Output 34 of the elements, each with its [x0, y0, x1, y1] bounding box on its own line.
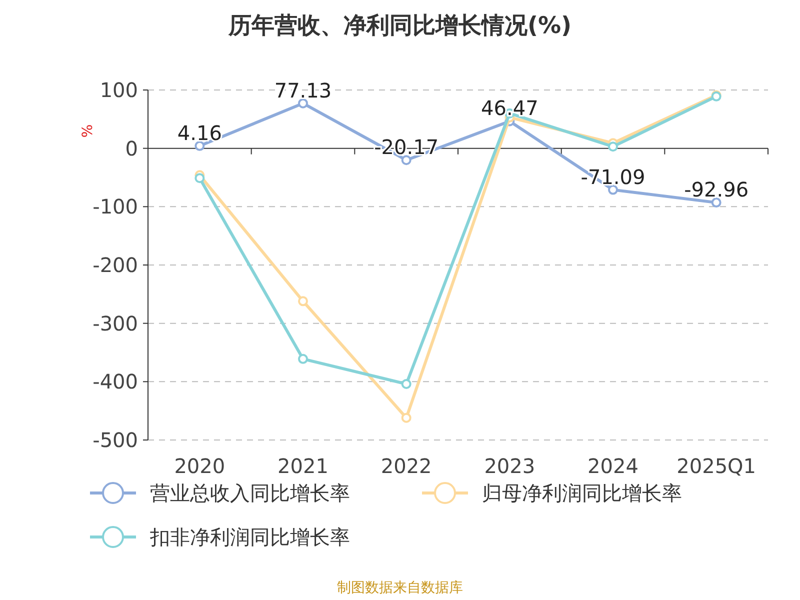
point	[608, 142, 618, 152]
y-tick-label: -100	[92, 194, 138, 219]
point	[401, 412, 412, 423]
legend-label: 营业总收入同比增长率	[150, 481, 350, 505]
point	[298, 354, 308, 364]
x-tick-label: 2025Q1	[676, 454, 756, 478]
y-tick-label: 100	[100, 78, 138, 102]
point	[298, 296, 308, 306]
point	[194, 173, 205, 184]
x-tick-label: 2020	[174, 454, 226, 478]
y-tick-label: -300	[92, 311, 138, 336]
data-label: -92.96	[684, 178, 749, 202]
point	[711, 198, 722, 208]
x-tick-label: 2021	[278, 454, 328, 478]
legend-label: 归母净利润同比增长率	[482, 481, 682, 505]
point	[608, 184, 618, 195]
x-tick-label: 2022	[380, 454, 432, 478]
point	[401, 379, 412, 389]
x-tick-label: 2023	[484, 454, 536, 478]
y-axis-title: %	[80, 124, 96, 138]
legend-label: 扣非净利润同比增长率	[149, 525, 350, 549]
point	[194, 140, 205, 151]
point	[298, 98, 308, 108]
y-tick-label: 0	[125, 136, 138, 160]
data-label: -71.09	[580, 164, 646, 189]
x-tick-label: 2024	[588, 454, 638, 478]
data-label: 4.16	[177, 120, 222, 145]
y-tick-label: -200	[92, 253, 138, 277]
chart-title: 历年营收、净利同比增长情况(%)	[227, 13, 572, 39]
text: 制图数据来自数据库	[337, 580, 463, 596]
data-label: 46.47	[481, 96, 538, 120]
y-tick-label: -400	[92, 370, 138, 394]
y-tick-label: -500	[92, 428, 138, 452]
data-label: 77.13	[274, 78, 332, 102]
